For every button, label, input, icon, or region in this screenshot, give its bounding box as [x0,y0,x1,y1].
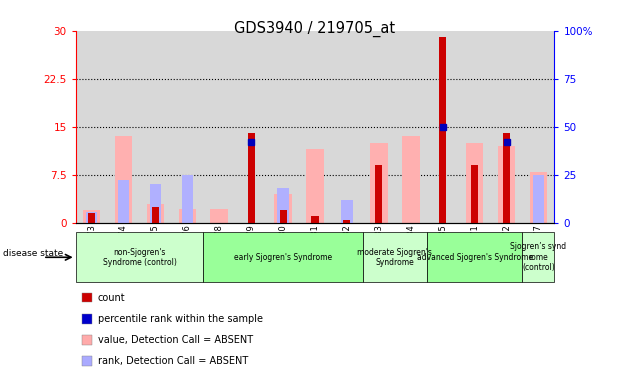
Bar [171,31,203,223]
Bar [150,184,161,223]
Bar [118,180,129,223]
Bar [274,194,292,223]
Bar [210,209,228,223]
Bar [343,220,350,223]
Bar [139,31,171,223]
Bar [427,31,459,223]
Bar [235,31,267,223]
Text: percentile rank within the sample: percentile rank within the sample [98,314,263,324]
Bar [108,31,139,223]
Bar [83,210,100,223]
Bar [471,165,478,223]
Bar [280,210,287,223]
Text: GDS3940 / 219705_at: GDS3940 / 219705_at [234,21,396,37]
Bar [181,175,193,223]
Bar [503,133,510,223]
Bar [147,204,164,223]
Text: rank, Detection Call = ABSENT: rank, Detection Call = ABSENT [98,356,248,366]
Bar [375,165,382,223]
Bar [395,31,427,223]
Bar [86,212,97,223]
Bar [370,143,387,223]
Bar [152,207,159,223]
Bar [299,31,331,223]
Bar [203,31,235,223]
Bar [331,31,363,223]
Bar [459,31,491,223]
Bar [88,213,95,223]
Text: moderate Sjogren's
Syndrome: moderate Sjogren's Syndrome [357,248,432,267]
Bar [491,31,522,223]
Bar [76,31,108,223]
Bar [530,172,547,223]
Bar [341,200,353,223]
Text: advanced Sjogren's Syndrome: advanced Sjogren's Syndrome [416,253,532,262]
Text: Sjogren’s synd
rome
(control): Sjogren’s synd rome (control) [510,242,566,272]
Bar [248,133,255,223]
Text: value, Detection Call = ABSENT: value, Detection Call = ABSENT [98,335,253,345]
Bar [311,216,319,223]
Bar [402,136,420,223]
Bar [267,31,299,223]
Bar [363,31,395,223]
Bar [522,31,554,223]
Text: disease state: disease state [3,249,64,258]
Text: early Sjogren's Syndrome: early Sjogren's Syndrome [234,253,332,262]
Bar [115,136,132,223]
Bar [466,143,483,223]
Text: count: count [98,293,125,303]
Bar [178,209,196,223]
Bar [498,146,515,223]
Bar [306,149,324,223]
Text: non-Sjogren's
Syndrome (control): non-Sjogren's Syndrome (control) [103,248,176,267]
Bar [439,37,446,223]
Bar [533,175,544,223]
Bar [277,188,289,223]
